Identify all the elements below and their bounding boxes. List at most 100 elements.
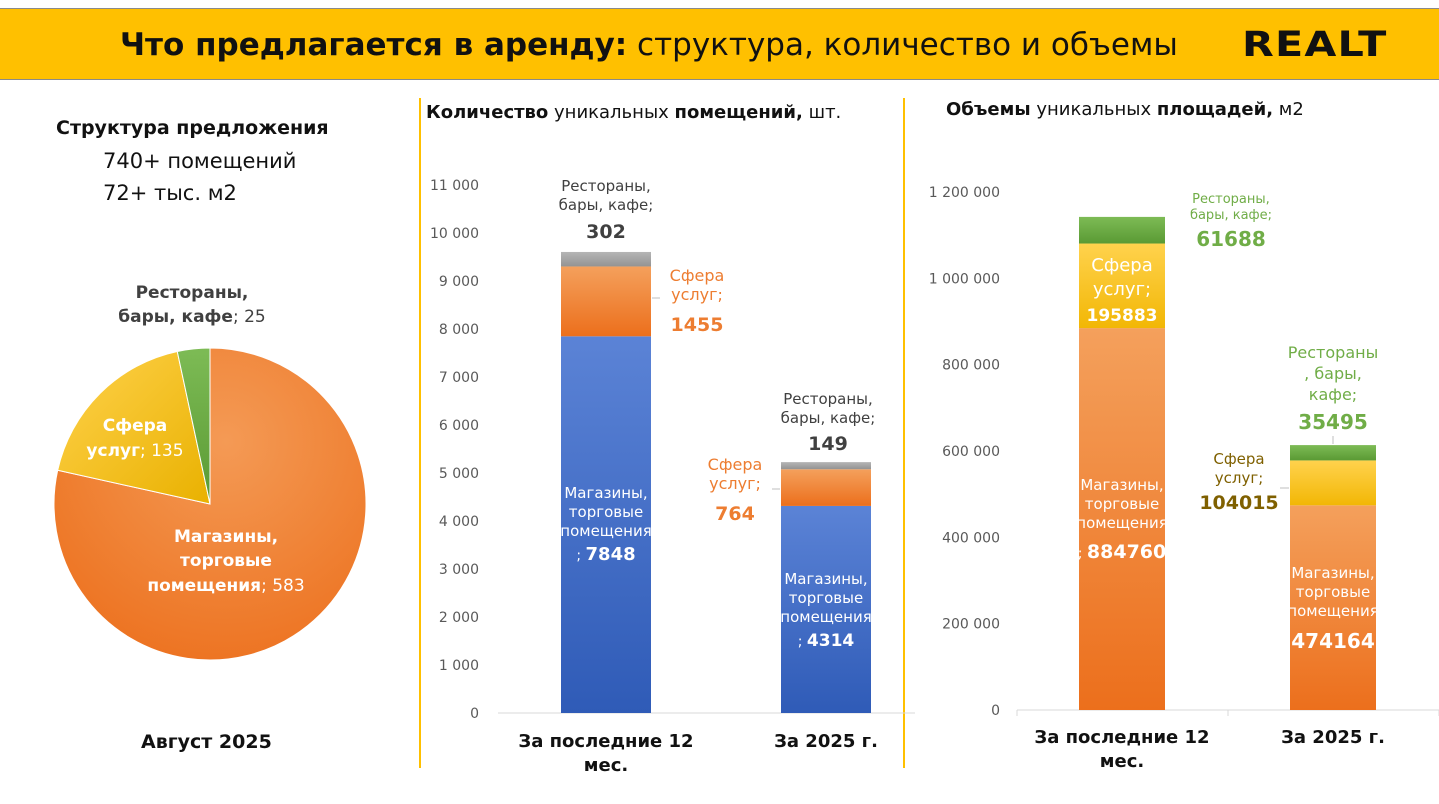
areaChart-category-0-0: За последние 12 bbox=[1034, 727, 1209, 748]
area-services-label-a-line-1: услуг; bbox=[1093, 279, 1151, 300]
countChart-bar-0-1 bbox=[561, 266, 651, 337]
areaChart-category-1-0: За 2025 г. bbox=[1281, 727, 1385, 748]
pie-label-rest-1: Рестораны, bbox=[136, 283, 249, 303]
countChart-ytick-1: 1 000 bbox=[439, 658, 479, 674]
pie-label-rest-2: бары, кафе; 25 bbox=[118, 307, 265, 327]
count-shops-label-b-line-1: торговые bbox=[789, 589, 863, 607]
count-shops-label-b-line-2: помещения bbox=[780, 608, 871, 626]
area-shops-value-a: ; 884760 bbox=[1078, 541, 1167, 563]
countChart-ytick-10: 10 000 bbox=[430, 226, 479, 242]
countChart-bar-1-2 bbox=[781, 462, 871, 470]
count-chart: 0 1 000 2 000 3 000 4 000 5 000 6 000 7 000 8 00… bbox=[430, 177, 915, 776]
count-rest-label-a-line-0: Рестораны, bbox=[561, 177, 651, 195]
area-title-bold2: площадей, bbox=[1156, 99, 1274, 120]
count-rest-label-b-line-0: Рестораны, bbox=[783, 390, 873, 408]
countChart-ytick-2: 2 000 bbox=[439, 610, 479, 626]
area-shops-label-a-line-1: торговые bbox=[1085, 495, 1159, 513]
count-rest-label-a-line-1: бары, кафе; bbox=[559, 196, 654, 214]
count-services-label-a-line-1: услуг; bbox=[671, 285, 723, 304]
area-shops-label-b-line-2: помещения bbox=[1287, 602, 1378, 620]
areaChart-bar-0-2 bbox=[1079, 216, 1165, 244]
count-shops-label-a-line-2: помещения bbox=[560, 522, 651, 540]
report-month: Август 2025 bbox=[141, 731, 272, 753]
areaChart-ytick-0: 0 bbox=[991, 703, 1000, 719]
count-services-value-a: 1455 bbox=[671, 314, 724, 336]
area-rest-label-b-line-2: кафе; bbox=[1309, 385, 1357, 404]
countChart-ytick-3: 3 000 bbox=[439, 562, 479, 578]
count-rest-label-b-line-1: бары, кафе; bbox=[781, 409, 876, 427]
area-rest-label-a-line-1: бары, кафе; bbox=[1190, 208, 1272, 223]
pie-slice-shops bbox=[53, 347, 367, 661]
area-title-bold1: Объемы bbox=[946, 99, 1031, 120]
area-title-mid: уникальных bbox=[1030, 99, 1157, 120]
pie-label-shops-1: Магазины, bbox=[174, 527, 278, 547]
countChart-category-1-0: За 2025 г. bbox=[774, 731, 878, 752]
countChart-ytick-11: 11 000 bbox=[430, 178, 479, 194]
count-title-mid: уникальных bbox=[548, 102, 675, 123]
page-title: Что предлагается в аренду: структура, ко… bbox=[120, 27, 1178, 63]
countChart-ytick-7: 7 000 bbox=[439, 370, 479, 386]
pie-slice-services bbox=[57, 350, 211, 505]
count-services-label-b-line-0: Сфера bbox=[708, 455, 763, 474]
area-title-unit: м2 bbox=[1273, 99, 1304, 120]
pie-label-shops-3: помещения; 583 bbox=[147, 576, 304, 596]
count-services-label-a-line-0: Сфера bbox=[670, 266, 725, 285]
area-chart: 0 200 000 400 000 600 000 800 000 1 000 000 1 … bbox=[929, 185, 1439, 772]
pie-label-services-2: услуг; 135 bbox=[86, 441, 183, 461]
area-services-label-b-line-1: услуг; bbox=[1215, 469, 1264, 487]
count-title-bold1: Количество bbox=[426, 102, 549, 123]
countChart-bar-0-2 bbox=[561, 251, 651, 267]
countChart-ytick-8: 8 000 bbox=[439, 322, 479, 338]
areaChart-category-0-1: мес. bbox=[1100, 751, 1144, 772]
count-shops-label-b-line-0: Магазины, bbox=[784, 570, 867, 588]
count-rest-value-b: 149 bbox=[808, 433, 848, 455]
pie-label-shops-2: торговые bbox=[180, 551, 272, 571]
area-shops-label-a-line-2: помещения bbox=[1076, 514, 1167, 532]
divider-right bbox=[903, 98, 905, 768]
areaChart-ytick-2: 400 000 bbox=[942, 530, 1000, 546]
structure-area: 72+ тыс. м2 bbox=[103, 181, 237, 205]
divider-left bbox=[419, 98, 421, 768]
count-rest-value-a: 302 bbox=[586, 221, 626, 243]
count-services-label-b-line-1: услуг; bbox=[709, 474, 761, 493]
area-services-value-b: 104015 bbox=[1199, 492, 1278, 514]
areaChart-ytick-5: 1 000 000 bbox=[929, 271, 1000, 287]
count-shops-label-a-line-0: Магазины, bbox=[564, 484, 647, 502]
count-title-unit: шт. bbox=[802, 102, 842, 123]
area-shops-label-b-line-0: Магазины, bbox=[1291, 564, 1374, 582]
area-services-label-a-line-0: Сфера bbox=[1091, 255, 1153, 276]
countChart-ytick-9: 9 000 bbox=[439, 274, 479, 290]
area-rest-label-a-line-0: Рестораны, bbox=[1192, 192, 1270, 207]
area-rest-value-a: 61688 bbox=[1196, 227, 1266, 251]
count-title-bold2: помещений, bbox=[674, 102, 803, 123]
area-rest-label-b-line-1: , бары, bbox=[1304, 364, 1362, 383]
structure-count: 740+ помещений bbox=[103, 149, 297, 173]
count-shops-label-a-line-1: торговые bbox=[569, 503, 643, 521]
area-shops-value-b: 474164 bbox=[1291, 629, 1375, 653]
areaChart-bar-1-0 bbox=[1290, 505, 1376, 710]
page-title-rest: структура, количество и объемы bbox=[627, 27, 1178, 63]
header-bar: Что предлагается в аренду: структура, ко… bbox=[0, 8, 1439, 80]
countChart-bar-0-0 bbox=[561, 336, 651, 713]
area-shops-label-b-line-1: торговые bbox=[1296, 583, 1370, 601]
countChart-ytick-5: 5 000 bbox=[439, 466, 479, 482]
areaChart-bar-1-2 bbox=[1290, 445, 1376, 461]
area-rest-label-b-line-0: Рестораны bbox=[1288, 343, 1378, 362]
areaChart-ytick-3: 600 000 bbox=[942, 444, 1000, 460]
areaChart-ytick-1: 200 000 bbox=[942, 617, 1000, 633]
countChart-ytick-4: 4 000 bbox=[439, 514, 479, 530]
count-chart-title: Количество уникальных помещений, шт. bbox=[426, 102, 841, 123]
countChart-ytick-6: 6 000 bbox=[439, 418, 479, 434]
pie-chart: Магазины, торговые помещения; 583 Сфера услу… bbox=[53, 283, 367, 661]
areaChart-bar-0-0 bbox=[1079, 328, 1165, 710]
areaChart-bar-0-1 bbox=[1079, 243, 1165, 329]
areaChart-bar-1-1 bbox=[1290, 460, 1376, 506]
area-rest-value-b: 35495 bbox=[1298, 410, 1368, 434]
structure-title: Структура предложения bbox=[56, 117, 329, 139]
countChart-category-0-0: За последние 12 bbox=[518, 731, 693, 752]
area-services-label-b-line-0: Сфера bbox=[1213, 450, 1264, 468]
area-services-value-a: 195883 bbox=[1087, 306, 1158, 326]
pie-slice-restaurants bbox=[176, 347, 211, 505]
area-chart-title: Объемы уникальных площадей, м2 bbox=[946, 99, 1304, 120]
